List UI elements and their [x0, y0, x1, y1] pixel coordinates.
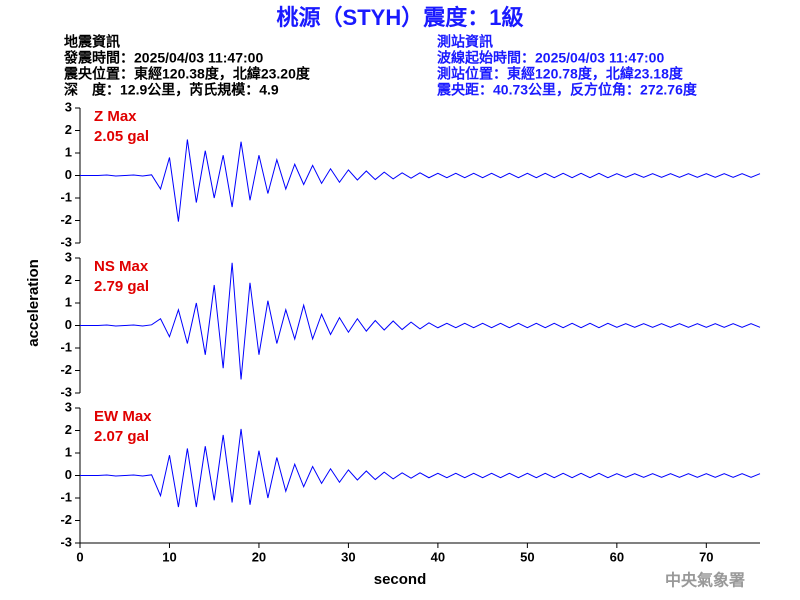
- y-tick-label: -3: [60, 534, 72, 549]
- info-line: 震央位置：東經120.38度，北緯23.20度: [63, 66, 311, 82]
- y-tick-label: 2: [65, 272, 72, 287]
- info-line: 深 度：12.9公里，芮氏規模：4.9: [64, 82, 279, 98]
- waveform: [80, 262, 761, 380]
- y-tick-label: -3: [60, 234, 72, 249]
- y-tick-label: -3: [60, 384, 72, 399]
- chart-title: 桃源（STYH）震度：1級: [277, 5, 524, 30]
- x-tick-label: 70: [699, 549, 713, 564]
- y-tick-label: -2: [60, 512, 72, 527]
- max-annotation: EW Max: [94, 408, 152, 425]
- y-tick-label: 3: [65, 399, 72, 414]
- y-tick-label: 0: [65, 317, 72, 332]
- y-tick-label: -1: [60, 489, 72, 504]
- y-tick-label: 2: [65, 422, 72, 437]
- max-annotation: 2.07 gal: [94, 428, 149, 445]
- info-line: 震央距：40.73公里，反方位角：272.76度: [436, 82, 698, 98]
- x-tick-label: 20: [252, 549, 266, 564]
- x-tick-label: 40: [431, 549, 445, 564]
- y-tick-label: -2: [60, 212, 72, 227]
- y-tick-label: 3: [65, 249, 72, 264]
- y-tick-label: 1: [65, 294, 72, 309]
- x-tick-label: 60: [610, 549, 624, 564]
- y-axis-label: acceleration: [25, 259, 42, 347]
- info-line: 波線起始時間：2025/04/03 11:47:00: [437, 50, 664, 66]
- info-line: 發震時間：2025/04/03 11:47:00: [63, 50, 263, 66]
- y-tick-label: 2: [65, 122, 72, 137]
- info-line: 測站位置：東經120.78度，北緯23.18度: [437, 66, 684, 82]
- max-annotation: NS Max: [94, 258, 149, 275]
- x-tick-label: 30: [341, 549, 355, 564]
- credit: 中央氣象署: [665, 571, 745, 590]
- y-tick-label: 3: [65, 99, 72, 114]
- info-line: 測站資訊: [437, 34, 493, 50]
- y-tick-label: -1: [60, 189, 72, 204]
- waveform: [80, 428, 761, 508]
- y-tick-label: 1: [65, 144, 72, 159]
- x-axis-label: second: [374, 571, 427, 588]
- y-tick-label: -1: [60, 339, 72, 354]
- x-tick-label: 10: [162, 549, 176, 564]
- y-tick-label: -2: [60, 362, 72, 377]
- max-annotation: Z Max: [94, 108, 137, 125]
- x-tick-label: 50: [520, 549, 534, 564]
- waveform: [80, 139, 761, 222]
- max-annotation: 2.05 gal: [94, 128, 149, 145]
- y-tick-label: 1: [65, 444, 72, 459]
- x-tick-label: 0: [76, 549, 83, 564]
- info-line: 地震資訊: [64, 34, 120, 50]
- y-tick-label: 0: [65, 467, 72, 482]
- y-tick-label: 0: [65, 167, 72, 182]
- max-annotation: 2.79 gal: [94, 278, 149, 295]
